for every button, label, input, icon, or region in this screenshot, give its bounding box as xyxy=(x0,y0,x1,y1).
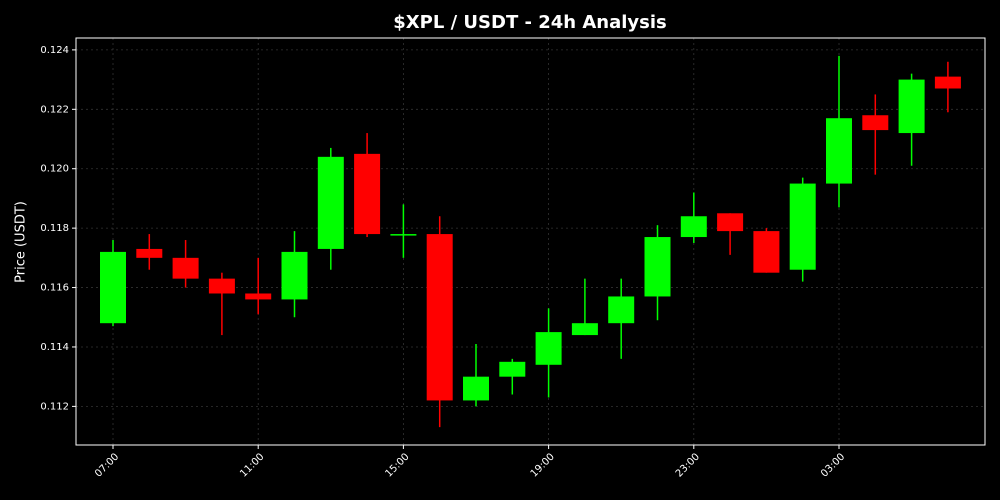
candle-body xyxy=(100,251,126,324)
x-tick-label: 03:00 xyxy=(819,451,847,479)
candle-body xyxy=(208,278,235,294)
y-tick-label: 0.112 xyxy=(40,401,69,412)
candle-body xyxy=(354,153,381,235)
y-tick-label: 0.120 xyxy=(40,164,69,175)
y-axis-label: Price (USDT) xyxy=(14,201,29,283)
x-tick-label: 11:00 xyxy=(238,451,266,479)
y-tick-label: 0.116 xyxy=(40,283,69,294)
candle-body xyxy=(281,251,308,300)
candle-body xyxy=(317,156,344,249)
candle-body xyxy=(499,361,526,377)
candle-body xyxy=(535,332,562,365)
candle-body xyxy=(608,296,635,324)
candle-body xyxy=(753,231,780,273)
y-tick-label: 0.124 xyxy=(40,45,69,56)
candle-body xyxy=(571,323,598,336)
candle-body xyxy=(245,293,272,300)
candle-body xyxy=(390,234,417,236)
chart-title: $XPL / USDT - 24h Analysis xyxy=(393,12,667,33)
candle-body xyxy=(717,213,744,232)
candle-body xyxy=(898,79,925,134)
y-tick-label: 0.122 xyxy=(40,104,69,115)
plot-frame xyxy=(75,37,986,446)
y-tick-label: 0.118 xyxy=(40,223,69,234)
candle-body xyxy=(644,237,671,297)
x-tick-label: 15:00 xyxy=(383,451,411,479)
candle-body xyxy=(934,76,961,89)
candle-body xyxy=(426,234,453,401)
candle-body xyxy=(789,183,816,270)
x-tick-label: 19:00 xyxy=(529,451,557,479)
y-tick-label: 0.114 xyxy=(40,342,69,353)
candle-body xyxy=(172,257,199,279)
candle-body xyxy=(680,216,707,238)
x-tick-label: 07:00 xyxy=(93,451,121,479)
candle-body xyxy=(826,118,852,184)
candle-body xyxy=(136,248,163,258)
candle-body xyxy=(862,115,889,131)
candle-body xyxy=(463,376,489,401)
x-tick-label: 23:00 xyxy=(674,451,702,479)
